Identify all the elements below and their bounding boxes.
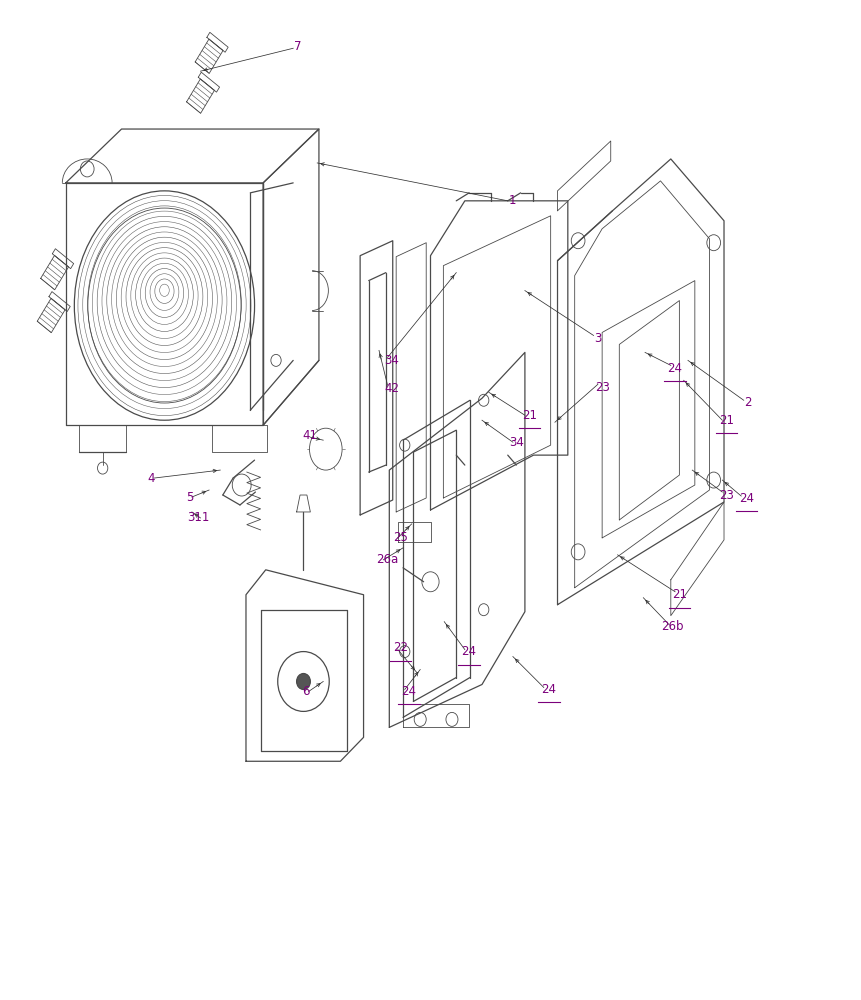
Text: 24: 24 (461, 645, 477, 658)
Text: 6: 6 (302, 685, 310, 698)
Circle shape (297, 674, 310, 689)
Text: 41: 41 (303, 429, 318, 442)
Text: 24: 24 (401, 685, 417, 698)
Text: 7: 7 (294, 40, 301, 53)
Text: 24: 24 (542, 683, 556, 696)
Text: 25: 25 (393, 531, 408, 544)
Text: 34: 34 (385, 354, 400, 367)
Text: 23: 23 (719, 489, 734, 502)
Text: 21: 21 (522, 409, 536, 422)
Text: 24: 24 (667, 362, 683, 375)
Text: 5: 5 (187, 491, 194, 504)
Text: 34: 34 (509, 436, 523, 449)
Text: 4: 4 (148, 472, 155, 485)
Text: 26b: 26b (661, 620, 684, 633)
Text: 21: 21 (672, 588, 687, 601)
Text: 42: 42 (384, 382, 400, 395)
Text: 311: 311 (188, 511, 210, 524)
Text: 1: 1 (508, 194, 516, 207)
Text: 24: 24 (739, 492, 754, 505)
Text: 3: 3 (594, 332, 602, 345)
Text: 26a: 26a (376, 553, 399, 566)
Text: 2: 2 (744, 396, 752, 409)
Text: 21: 21 (719, 414, 734, 427)
Text: 22: 22 (393, 641, 408, 654)
Text: 23: 23 (595, 381, 610, 394)
